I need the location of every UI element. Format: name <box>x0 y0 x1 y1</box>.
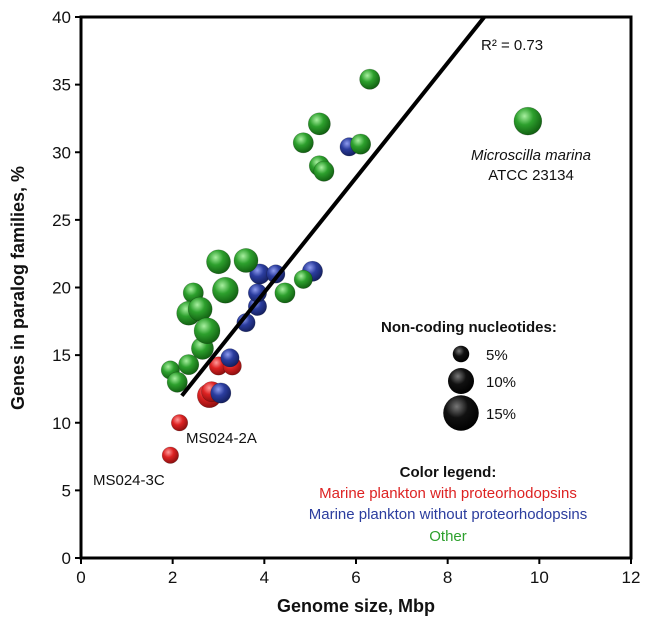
bubble-marine-plankton-with-proteorhodopsins <box>170 414 189 432</box>
y-axis-ticks: 0 5 10 15 20 25 30 35 40 <box>52 8 81 568</box>
annotation-ms024-3c: MS024-3C <box>93 472 165 489</box>
size-legend: Non-coding nucleotides: 5% 10% 15% <box>381 319 557 431</box>
size-legend-bubble <box>448 368 474 394</box>
color-legend-item: Marine plankton without proteorhodopsins <box>309 506 588 523</box>
bubble-other <box>274 282 296 304</box>
bubble-other <box>233 248 259 273</box>
x-tick-label: 0 <box>76 568 85 587</box>
x-axis-title: Genome size, Mbp <box>277 596 435 616</box>
size-legend-label: 10% <box>486 374 516 391</box>
y-axis-title: Genes in paralog families, % <box>8 166 28 410</box>
x-tick-label: 8 <box>443 568 452 587</box>
bubble-other <box>166 371 188 393</box>
x-tick-label: 2 <box>168 568 177 587</box>
annotation-atcc: ATCC 23134 <box>488 167 574 184</box>
bubble-other <box>206 249 231 275</box>
y-tick-label: 0 <box>62 549 71 568</box>
y-tick-label: 25 <box>52 211 71 230</box>
size-legend-title: Non-coding nucleotides: <box>381 319 557 336</box>
y-tick-label: 10 <box>52 414 71 433</box>
bubble-other <box>178 354 200 376</box>
x-tick-label: 12 <box>622 568 641 587</box>
bubble-marine-plankton-without-proteorhodopsins <box>220 348 240 368</box>
y-tick-label: 5 <box>62 481 71 500</box>
bubble-other <box>359 68 381 90</box>
regression-line <box>180 15 486 397</box>
x-tick-label: 10 <box>530 568 549 587</box>
bubble-other <box>193 317 221 345</box>
size-legend-label: 5% <box>486 347 508 364</box>
r-squared-label: R² = 0.73 <box>481 37 543 54</box>
y-tick-label: 40 <box>52 8 71 27</box>
bubble-marine-plankton-with-proteorhodopsins <box>161 446 179 464</box>
bubble-other <box>292 132 314 154</box>
annotation-ms024-2a: MS024-2A <box>186 430 257 447</box>
color-legend: Color legend: Marine plankton with prote… <box>309 464 588 545</box>
bubble-other <box>293 269 313 289</box>
annotation-microscilla: Microscilla marina <box>471 147 591 164</box>
bubble-other <box>313 160 335 182</box>
size-legend-bubble <box>443 395 479 431</box>
y-tick-label: 20 <box>52 279 71 298</box>
bubble-other <box>513 106 543 136</box>
x-tick-label: 4 <box>260 568 269 587</box>
size-legend-label: 15% <box>486 406 516 423</box>
y-tick-label: 35 <box>52 76 71 95</box>
x-axis-ticks: 0 2 4 6 8 10 12 <box>76 558 640 587</box>
bubble-other <box>307 112 331 136</box>
bubble-other <box>350 133 372 155</box>
x-tick-label: 6 <box>351 568 360 587</box>
bubble-marine-plankton-without-proteorhodopsins <box>210 382 232 404</box>
color-legend-title: Color legend: <box>400 464 497 481</box>
bubbles-layer <box>160 68 543 464</box>
y-tick-label: 15 <box>52 346 71 365</box>
color-legend-item: Other <box>429 528 467 545</box>
color-legend-item: Marine plankton with proteorhodopsins <box>319 485 577 502</box>
bubble-other <box>212 276 239 304</box>
size-legend-bubble <box>452 345 470 363</box>
y-tick-label: 30 <box>52 143 71 162</box>
